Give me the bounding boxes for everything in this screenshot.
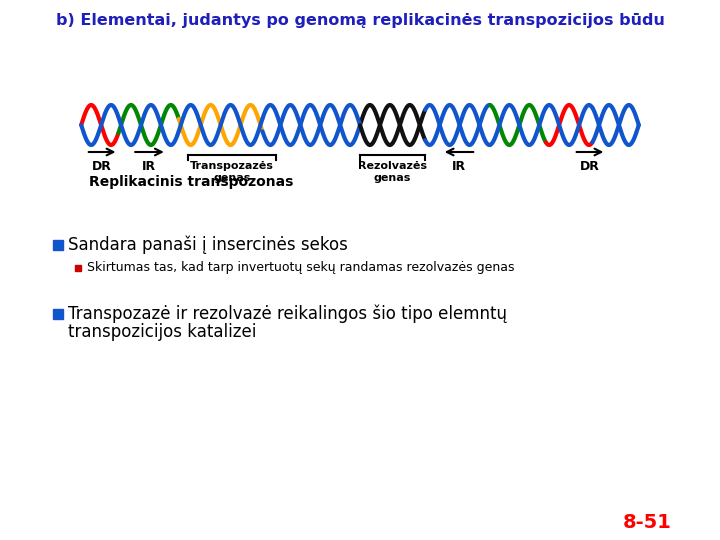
Text: DR: DR <box>91 160 112 173</box>
Text: Rezolvazės
genas: Rezolvazės genas <box>358 161 427 184</box>
Text: IR: IR <box>142 160 156 173</box>
Text: b) Elementai, judantys po genomą replikacinės transpozicijos būdu: b) Elementai, judantys po genomą replika… <box>55 12 665 28</box>
Text: IR: IR <box>451 160 466 173</box>
Text: 8-51: 8-51 <box>623 512 671 531</box>
Text: Replikacinis transpozonas: Replikacinis transpozonas <box>89 175 293 189</box>
Text: DR: DR <box>580 160 600 173</box>
Text: transpozicijos katalizei: transpozicijos katalizei <box>68 323 256 341</box>
Text: Transpozazės
genas: Transpozazės genas <box>190 161 274 184</box>
Text: Transpozazė ir rezolvazė reikalingos šio tipo elemntų: Transpozazė ir rezolvazė reikalingos šio… <box>68 305 507 323</box>
Text: Skirtumas tas, kad tarp invertuotų sekų randamas rezolvazės genas: Skirtumas tas, kad tarp invertuotų sekų … <box>87 261 514 274</box>
Text: Sandara panaši į insercinės sekos: Sandara panaši į insercinės sekos <box>68 236 348 254</box>
